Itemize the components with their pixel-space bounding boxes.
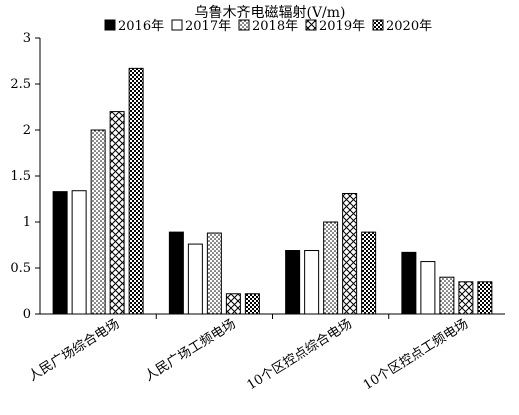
y-tick-label: 3 (23, 31, 31, 46)
bar (225, 293, 241, 315)
bar (90, 129, 106, 315)
bar (458, 281, 474, 315)
x-category-label: 10个区控点综合电场 (245, 317, 355, 394)
legend-label: 2020年 (386, 19, 432, 34)
y-tick-label: 2.5 (10, 77, 31, 92)
y-tick-label: 0 (23, 307, 31, 322)
chart-title: 乌鲁木齐电磁辐射(V/m) (194, 5, 345, 21)
bar (187, 243, 203, 315)
bar (109, 111, 125, 315)
legend-swatch (238, 19, 250, 31)
bar (285, 250, 301, 315)
bar (342, 192, 358, 315)
legend-label: 2017年 (185, 19, 231, 34)
bar (420, 261, 436, 315)
bars (52, 67, 493, 315)
legend-swatch (171, 19, 183, 31)
bar (304, 250, 320, 315)
legend-swatch (305, 19, 317, 31)
y-tick-label: 1 (23, 215, 31, 230)
bar (361, 231, 377, 315)
x-category-label: 10个区控点工频电场 (361, 317, 471, 394)
bar (168, 231, 184, 315)
legend-label: 2018年 (252, 19, 298, 34)
bar (439, 276, 455, 315)
legend-label: 2016年 (118, 19, 164, 34)
bar (477, 281, 493, 315)
y-tick-label: 2 (23, 123, 31, 138)
x-axis: 人民广场综合电场 人民广场工频电场 10个区控点综合电场 10个区控点工频电场 (26, 313, 505, 394)
legend-swatch (372, 19, 384, 31)
bar (128, 67, 144, 315)
bar (323, 221, 339, 315)
y-tick-label: 0.5 (10, 261, 31, 276)
y-tick-label: 1.5 (10, 169, 31, 184)
bar (401, 251, 417, 315)
bar (206, 232, 222, 315)
bar (71, 190, 87, 315)
x-category-label: 人民广场工频电场 (142, 317, 238, 385)
legend-swatch (104, 19, 116, 31)
bar (244, 293, 260, 315)
legend-label: 2019年 (319, 19, 365, 34)
x-category-label: 人民广场综合电场 (26, 317, 122, 385)
y-axis: 0 0.5 1 1.5 2 2.5 3 (10, 31, 41, 322)
legend: 2016年 2017年 2018年 2019年 2020年 (104, 19, 432, 34)
bar (52, 191, 68, 315)
